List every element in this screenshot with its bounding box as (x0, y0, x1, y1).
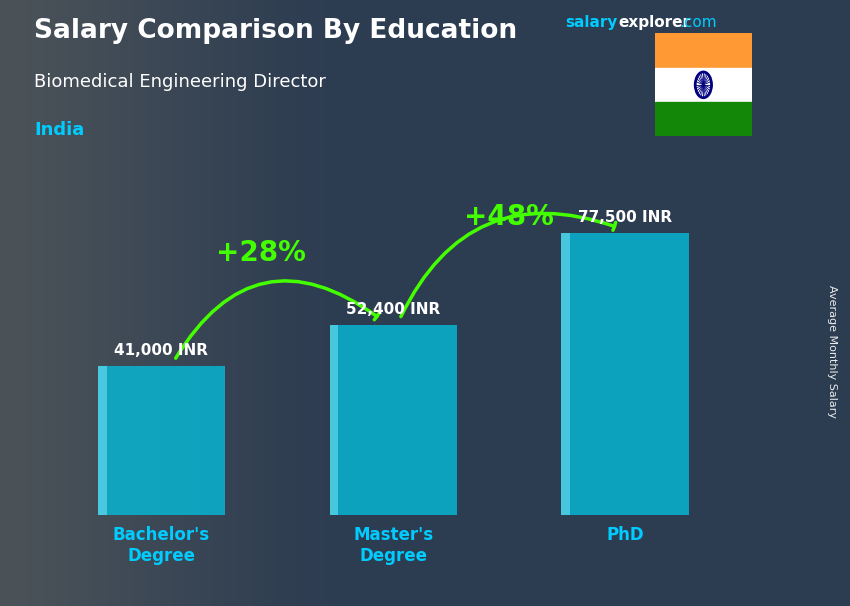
Bar (98, 366, 225, 515)
Text: 52,400 INR: 52,400 INR (346, 302, 440, 316)
Text: Salary Comparison By Education: Salary Comparison By Education (34, 18, 517, 44)
Text: 41,000 INR: 41,000 INR (115, 343, 208, 358)
Bar (330, 325, 457, 515)
Bar (654, 33, 752, 68)
Text: Average Monthly Salary: Average Monthly Salary (827, 285, 837, 418)
Text: Biomedical Engineering Director: Biomedical Engineering Director (34, 73, 326, 91)
Bar (654, 68, 752, 102)
Bar (98, 366, 106, 515)
Bar (561, 233, 688, 515)
Bar (330, 325, 338, 515)
Text: +48%: +48% (464, 203, 554, 231)
Text: salary: salary (565, 15, 618, 30)
Text: explorer: explorer (618, 15, 690, 30)
Text: India: India (34, 121, 84, 139)
Text: .com: .com (679, 15, 717, 30)
Text: +28%: +28% (216, 239, 306, 267)
Bar (561, 233, 570, 515)
Bar (654, 102, 752, 136)
Text: 77,500 INR: 77,500 INR (578, 210, 672, 225)
